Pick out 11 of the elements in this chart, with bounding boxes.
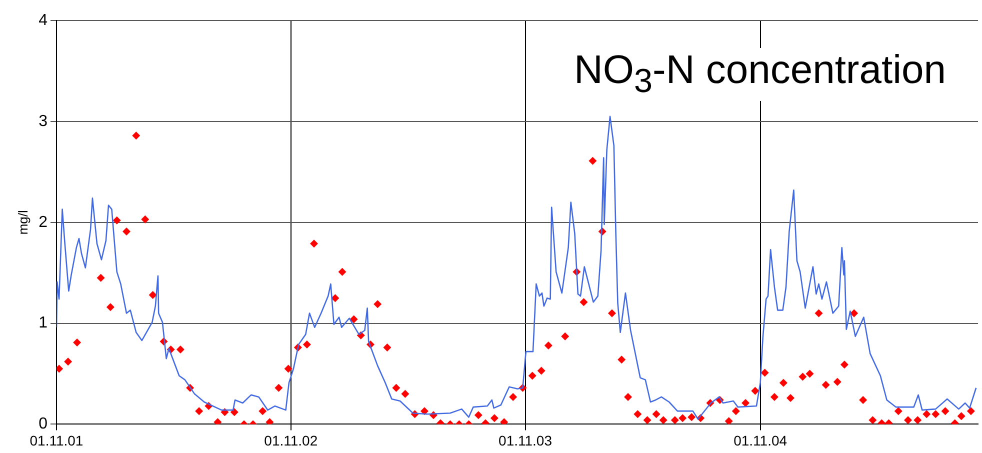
- y-tick-label: 0: [38, 416, 48, 433]
- y-tick-label: 4: [38, 12, 48, 30]
- text: NO$_{3}$-N concentration: [574, 48, 946, 101]
- y-tick-label: 3: [38, 112, 48, 130]
- x-tick-label: 01.11.02: [264, 432, 318, 448]
- y-axis-title: mg/l: [15, 210, 30, 235]
- x-tick-label: 01.11.04: [734, 432, 788, 448]
- y-tick-label: 2: [38, 214, 48, 231]
- x-tick-label: 01.11.03: [498, 432, 552, 448]
- x-tick-label: 01.11.01: [30, 432, 84, 448]
- y-tick-label: 1: [38, 314, 48, 332]
